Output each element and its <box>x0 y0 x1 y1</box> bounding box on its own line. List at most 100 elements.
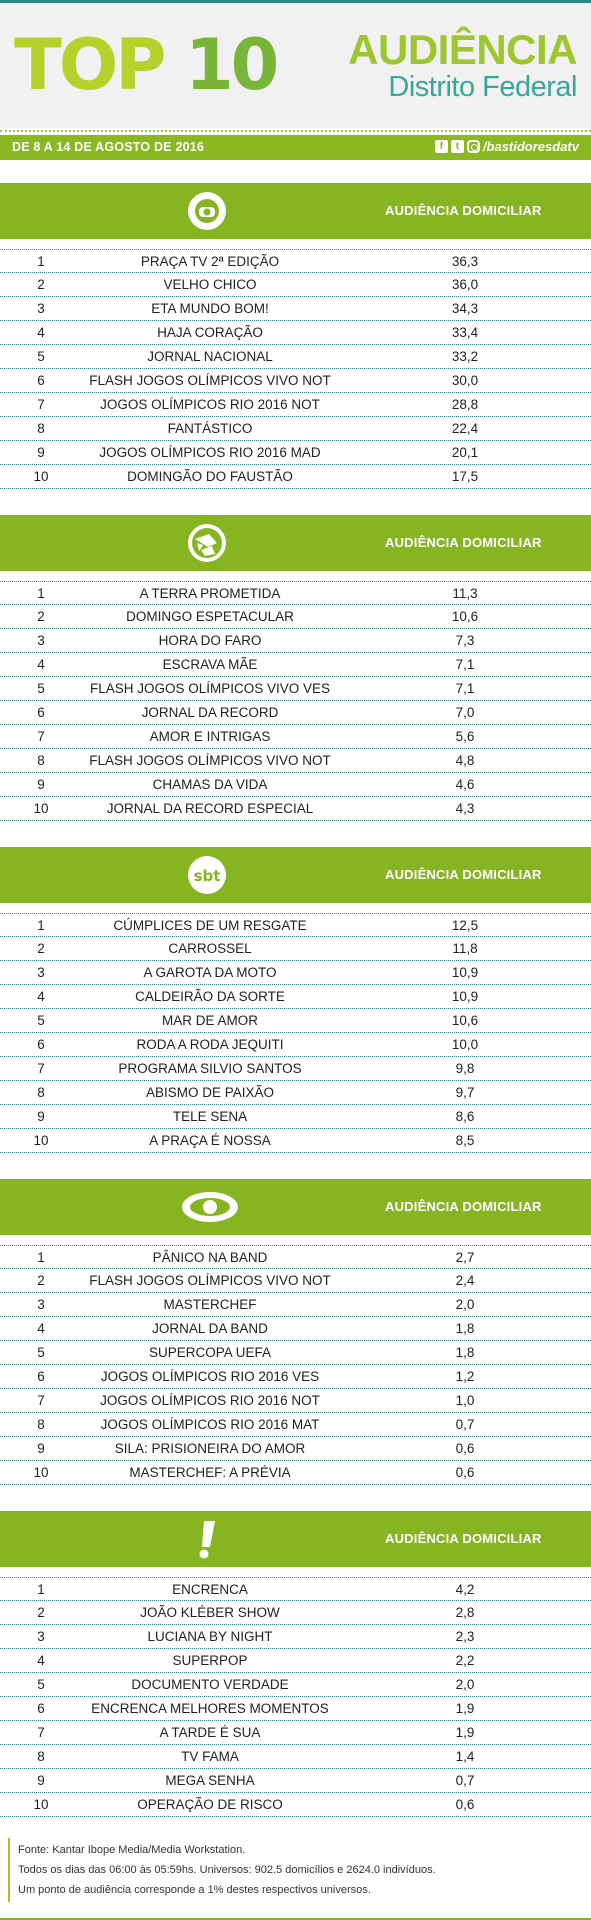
rating-cell: 10,9 <box>451 989 479 1004</box>
rank-cell: 5 <box>37 681 45 696</box>
rating-cell: 2,2 <box>455 1653 475 1668</box>
rating-cell: 0,6 <box>455 1465 475 1480</box>
rating-cell: 28,8 <box>451 397 479 412</box>
rank-cell: 3 <box>37 301 45 316</box>
social-handle[interactable]: /bastidoresdatv <box>482 139 579 154</box>
table-row: 5 FLASH JOGOS OLÍMPICOS VIVO VES 7,1 <box>0 677 591 701</box>
ranking-table: 1 ENCRENCA 4,2 2 JOÃO KLÉBER SHOW 2,8 3 LUCIANA… <box>0 1577 591 1817</box>
rank-cell: 9 <box>37 1109 45 1124</box>
rank-cell: 1 <box>37 254 45 269</box>
rating-cell: 11,8 <box>452 941 478 956</box>
rank-cell: 7 <box>37 397 45 412</box>
rank-cell: 3 <box>37 1629 45 1644</box>
rating-cell: 2,7 <box>455 1250 475 1265</box>
program-cell: CÚMPLICES DE UM RESGATE <box>113 918 307 933</box>
rating-cell: 30,0 <box>451 373 479 388</box>
table-row: 4 CALDEIRÃO DA SORTE 10,9 <box>0 985 591 1009</box>
top-accent-line <box>0 0 591 3</box>
table-row: 6 ENCRENCA MELHORES MOMENTOS 1,9 <box>0 1697 591 1721</box>
ranking-table: 1 CÚMPLICES DE UM RESGATE 12,5 2 CARROSSEL 11… <box>0 913 591 1153</box>
sbt-logo-icon: sbt <box>187 855 227 895</box>
rating-cell: 1,2 <box>455 1369 475 1384</box>
table-row: 1 A TERRA PROMETIDA 11,3 <box>0 581 591 605</box>
program-cell: PÂNICO NA BAND <box>152 1250 268 1265</box>
rank-cell: 9 <box>37 1773 45 1788</box>
rank-cell: 6 <box>37 1701 45 1716</box>
program-cell: HAJA CORAÇÃO <box>157 325 263 340</box>
table-row: 1 PÂNICO NA BAND 2,7 <box>0 1245 591 1269</box>
rating-cell: 4,8 <box>455 753 475 768</box>
social-links[interactable]: f t /bastidoresdatv <box>434 139 579 154</box>
rank-cell: 2 <box>37 941 45 956</box>
program-cell: ABISMO DE PAIXÃO <box>145 1085 275 1100</box>
table-row: 9 MEGA SENHA 0,7 <box>0 1769 591 1793</box>
program-cell: DOCUMENTO VERDADE <box>131 1677 289 1692</box>
table-row: 5 SUPERCOPA UEFA 1,8 <box>0 1341 591 1365</box>
table-row: 9 CHAMAS DA VIDA 4,6 <box>0 773 591 797</box>
rating-cell: 5,6 <box>455 729 475 744</box>
globo-logo-icon <box>187 191 227 231</box>
table-row: 2 CARROSSEL 11,8 <box>0 937 591 961</box>
table-row: 5 DOCUMENTO VERDADE 2,0 <box>0 1673 591 1697</box>
audience-type-label: AUDIÊNCIA DOMICILIAR <box>385 1199 542 1214</box>
program-cell: PROGRAMA SILVIO SANTOS <box>118 1061 302 1076</box>
rank-cell: 7 <box>37 1061 45 1076</box>
instagram-icon[interactable] <box>466 140 480 153</box>
program-cell: SILA: PRISIONEIRA DO AMOR <box>114 1441 306 1456</box>
table-row: 8 FANTÁSTICO 22,4 <box>0 417 591 441</box>
rating-cell: 2,8 <box>455 1605 475 1620</box>
table-row: 1 ENCRENCA 4,2 <box>0 1577 591 1601</box>
program-cell: DOMINGÃO DO FAUSTÃO <box>127 469 293 484</box>
rank-cell: 7 <box>37 729 45 744</box>
rank-cell: 10 <box>33 801 49 816</box>
rank-cell: 4 <box>37 325 45 340</box>
rating-cell: 1,4 <box>455 1749 475 1764</box>
table-row: 9 TELE SENA 8,6 <box>0 1105 591 1129</box>
twitter-icon[interactable]: t <box>450 140 464 153</box>
rating-cell: 36,0 <box>451 277 479 292</box>
rank-cell: 10 <box>33 1797 49 1812</box>
rank-cell: 9 <box>37 777 45 792</box>
rating-cell: 9,8 <box>455 1061 475 1076</box>
table-row: 7 A TARDE É SUA 1,9 <box>0 1721 591 1745</box>
footer-rule <box>0 1918 591 1920</box>
rating-cell: 1,9 <box>455 1725 475 1740</box>
table-row: 1 PRAÇA TV 2ª EDIÇÃO 36,3 <box>0 249 591 273</box>
table-row: 7 JOGOS OLÍMPICOS RIO 2016 NOT 28,8 <box>0 393 591 417</box>
rank-cell: 4 <box>37 1653 45 1668</box>
rank-cell: 5 <box>37 349 45 364</box>
table-row: 7 JOGOS OLÍMPICOS RIO 2016 NOT 1,0 <box>0 1389 591 1413</box>
program-cell: PRAÇA TV 2ª EDIÇÃO <box>140 254 280 269</box>
program-cell: MEGA SENHA <box>165 1773 255 1788</box>
audiencia-label: AUDIÊNCIA <box>348 26 577 73</box>
rating-cell: 2,0 <box>455 1677 475 1692</box>
table-row: 6 FLASH JOGOS OLÍMPICOS VIVO NOT 30,0 <box>0 369 591 393</box>
rank-cell: 2 <box>37 1273 45 1288</box>
rating-cell: 10,0 <box>451 1037 479 1052</box>
program-cell: CALDEIRÃO DA SORTE <box>135 989 285 1004</box>
program-cell: JOGOS OLÍMPICOS RIO 2016 MAD <box>99 445 321 460</box>
table-row: 3 A GAROTA DA MOTO 10,9 <box>0 961 591 985</box>
table-row: 10 OPERAÇÃO DE RISCO 0,6 <box>0 1793 591 1817</box>
rating-cell: 1,0 <box>455 1393 475 1408</box>
facebook-icon[interactable]: f <box>434 140 448 153</box>
program-cell: FLASH JOGOS OLÍMPICOS VIVO NOT <box>89 373 331 388</box>
rating-cell: 4,6 <box>455 777 475 792</box>
ranking-table: 1 PÂNICO NA BAND 2,7 2 FLASH JOGOS OLÍMPICOS… <box>0 1245 591 1485</box>
rank-cell: 1 <box>37 1582 45 1597</box>
rank-cell: 7 <box>37 1725 45 1740</box>
rank-cell: 10 <box>33 1133 49 1148</box>
table-row: 10 JORNAL DA RECORD ESPECIAL 4,3 <box>0 797 591 821</box>
program-cell: ESCRAVA MÃE <box>162 657 258 672</box>
rank-cell: 1 <box>37 918 45 933</box>
rank-cell: 9 <box>37 445 45 460</box>
date-range: DE 8 A 14 DE AGOSTO DE 2016 <box>12 140 205 154</box>
page-header: TOP 10 AUDIÊNCIA Distrito Federal <box>0 3 591 132</box>
rank-cell: 3 <box>37 1297 45 1312</box>
region-label: Distrito Federal <box>388 71 577 103</box>
rank-cell: 8 <box>37 421 45 436</box>
table-row: 2 DOMINGO ESPETACULAR 10,6 <box>0 605 591 629</box>
program-cell: OPERAÇÃO DE RISCO <box>137 1797 283 1812</box>
rating-cell: 7,1 <box>455 681 475 696</box>
footnote-line-1: Fonte: Kantar Ibope Media/Media Workstat… <box>18 1844 246 1856</box>
